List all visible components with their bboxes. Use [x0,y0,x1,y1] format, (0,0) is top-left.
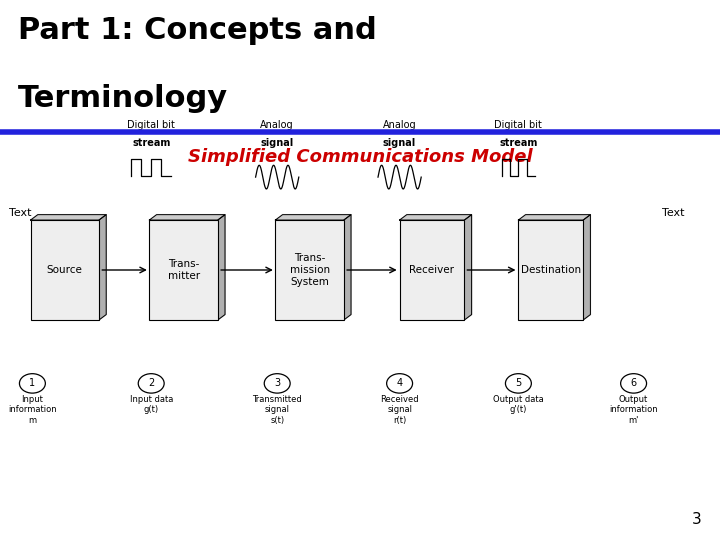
Text: 1: 1 [30,379,35,388]
Text: Input data
g(t): Input data g(t) [130,395,173,414]
Polygon shape [30,214,107,220]
Polygon shape [217,214,225,320]
Text: 4: 4 [397,379,402,388]
Text: 6: 6 [631,379,636,388]
Bar [275,220,344,320]
Text: Received
signal
r(t): Received signal r(t) [380,395,419,424]
Polygon shape [518,214,590,220]
Text: Analog: Analog [261,119,294,130]
Circle shape [387,374,413,393]
Polygon shape [344,214,351,320]
Polygon shape [464,214,472,320]
Bar [518,220,583,320]
Text: 3: 3 [274,379,280,388]
Text: signal: signal [383,138,416,148]
Circle shape [138,374,164,393]
Text: Receiver: Receiver [410,265,454,275]
Polygon shape [275,214,351,220]
Text: Digital bit: Digital bit [127,119,175,130]
Circle shape [19,374,45,393]
Circle shape [621,374,647,393]
Text: Analog: Analog [383,119,416,130]
Text: 2: 2 [148,379,154,388]
Text: Trans-
mission
System: Trans- mission System [289,253,330,287]
Text: Text: Text [9,208,31,218]
Text: Part 1: Concepts and: Part 1: Concepts and [18,16,377,45]
Text: Output data
g'(t): Output data g'(t) [493,395,544,414]
Polygon shape [400,214,472,220]
Text: signal: signal [261,138,294,148]
Text: stream: stream [499,138,538,148]
Text: Transmitted
signal
s(t): Transmitted signal s(t) [252,395,302,424]
Bar [30,220,99,320]
Text: Source: Source [47,265,83,275]
Text: Terminology: Terminology [18,84,228,113]
Bar [400,220,464,320]
Text: Destination: Destination [521,265,581,275]
Polygon shape [583,214,590,320]
Text: stream: stream [132,138,171,148]
Text: Simplified Communications Model: Simplified Communications Model [188,148,532,166]
Circle shape [505,374,531,393]
Polygon shape [150,214,225,220]
Polygon shape [99,214,107,320]
Circle shape [264,374,290,393]
Text: Trans-
mitter: Trans- mitter [168,259,199,281]
Text: Input
information
m: Input information m [8,395,57,424]
Text: 3: 3 [692,511,702,526]
Text: Output
information
m': Output information m' [609,395,658,424]
Bar [150,220,217,320]
Text: 5: 5 [516,379,521,388]
Text: Text: Text [662,208,685,218]
Text: Digital bit: Digital bit [495,119,542,130]
